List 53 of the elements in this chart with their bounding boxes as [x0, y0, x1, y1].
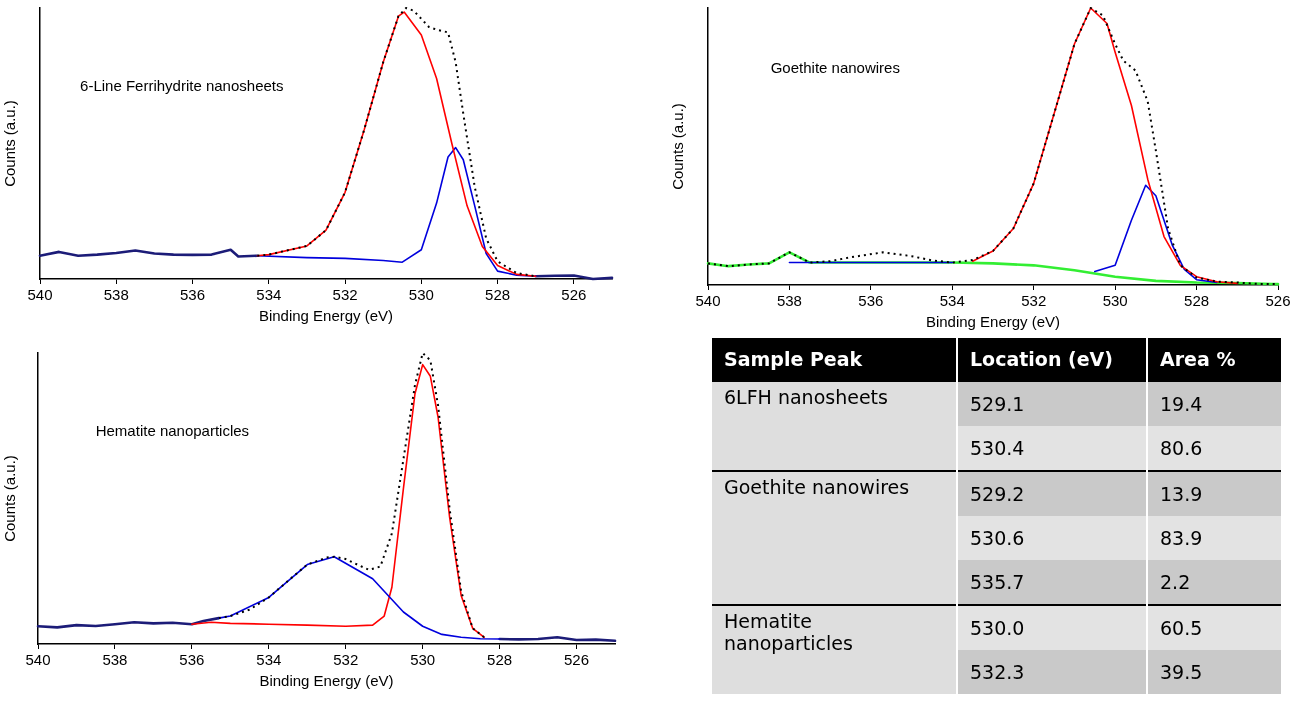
x-tick-label: 540: [695, 292, 721, 310]
text: Sample Peak: [712, 338, 957, 381]
x-tick-label: 538: [102, 651, 128, 669]
x-axis-title: Binding Energy (eV): [259, 672, 394, 690]
text: Goethite nanowires: [712, 471, 957, 605]
text: 13.9: [1147, 471, 1282, 516]
text: Area %: [1147, 338, 1282, 381]
x-tick-label: 540: [27, 286, 53, 304]
text: Location (eV): [957, 338, 1147, 381]
x-tick-label: 530: [410, 651, 436, 669]
text: 80.6: [1147, 426, 1282, 471]
x-tick-label: 538: [103, 286, 129, 304]
x-axis-title: Binding Energy (eV): [258, 307, 394, 325]
x-tick-label: 536: [858, 292, 884, 310]
text: 6-Line Ferrihydrite nanosheets: [80, 76, 284, 94]
x-tick-label: 528: [485, 286, 511, 304]
text: 529.2: [957, 471, 1147, 516]
text: 2.2: [1147, 560, 1282, 605]
x-tick-label: 540: [25, 651, 51, 669]
x-tick-label: 532: [333, 651, 359, 669]
text: 535.7: [957, 560, 1147, 605]
text: 529.1: [957, 381, 1147, 426]
x-tick-label: 536: [179, 651, 205, 669]
y-axis-title: Counts (a.u.): [1, 100, 19, 187]
y-axis-title: Counts (a.u.): [669, 103, 687, 190]
text: 530.0: [957, 605, 1147, 650]
text: Hematite nanoparticles: [95, 421, 250, 439]
x-tick-label: 532: [1021, 292, 1047, 310]
x-tick-label: 532: [332, 286, 358, 304]
x-tick-label: 526: [1265, 292, 1291, 310]
x-tick-label: 526: [564, 651, 590, 669]
text: 39.5: [1147, 650, 1282, 694]
x-tick-label: 534: [256, 286, 282, 304]
x-axis-title: Binding Energy (eV): [925, 313, 1061, 331]
x-tick-label: 530: [1102, 292, 1128, 310]
x-tick-label: 534: [256, 651, 282, 669]
text: 530.6: [957, 516, 1147, 560]
x-tick-label: 530: [408, 286, 434, 304]
text: 60.5: [1147, 605, 1282, 650]
x-tick-label: 538: [776, 292, 802, 310]
y-axis-title: Counts (a.u.): [1, 455, 19, 542]
x-tick-label: 526: [561, 286, 587, 304]
text: 6LFH nanosheets: [712, 381, 957, 471]
x-tick-label: 528: [487, 651, 513, 669]
text: 532.3: [957, 650, 1147, 694]
x-tick-label: 528: [1184, 292, 1210, 310]
x-tick-label: 536: [180, 286, 206, 304]
text: Hematite nanoparticles: [712, 605, 957, 694]
text: Goethite nanowires: [770, 59, 900, 77]
x-tick-label: 534: [939, 292, 965, 310]
text: 19.4: [1147, 381, 1282, 426]
text: 83.9: [1147, 516, 1282, 560]
text: 530.4: [957, 426, 1147, 471]
